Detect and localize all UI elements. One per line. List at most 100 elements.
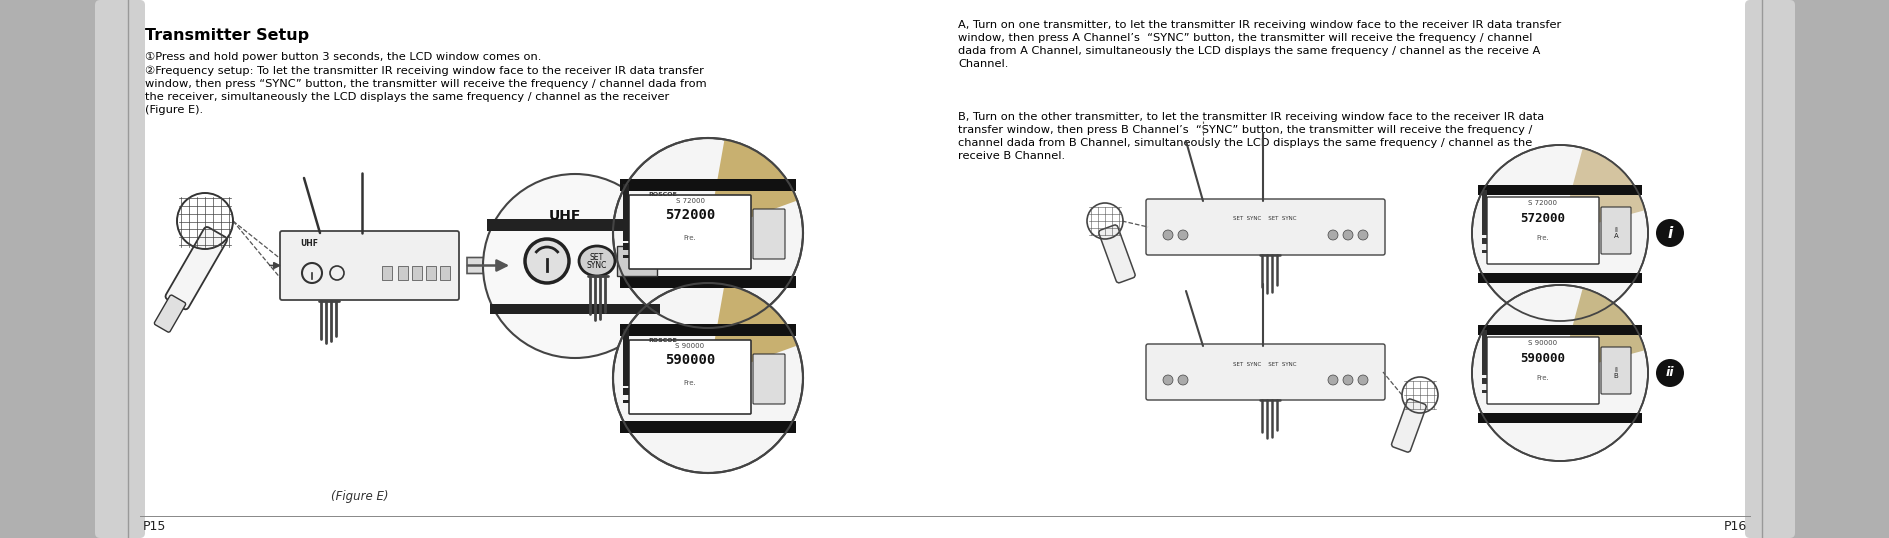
Circle shape <box>525 239 569 283</box>
Bar <box>623 183 629 208</box>
Text: P15: P15 <box>144 520 166 534</box>
FancyBboxPatch shape <box>629 195 750 269</box>
Circle shape <box>484 174 667 358</box>
Bar <box>382 266 391 280</box>
FancyBboxPatch shape <box>280 231 459 300</box>
Text: S 90000: S 90000 <box>674 343 705 349</box>
FancyArrowPatch shape <box>270 263 280 268</box>
Bar <box>1481 238 1487 244</box>
Circle shape <box>1655 219 1683 247</box>
Bar <box>623 231 629 242</box>
Bar <box>1477 185 1642 195</box>
Text: ①Press and hold power button 3 seconds, the LCD window comes on.: ①Press and hold power button 3 seconds, … <box>145 52 540 62</box>
Bar <box>623 195 629 216</box>
FancyBboxPatch shape <box>752 354 784 404</box>
Text: A, Turn on one transmitter, to let the transmitter IR receiving window face to t: A, Turn on one transmitter, to let the t… <box>958 20 1560 69</box>
Bar <box>425 266 436 280</box>
Text: ROSCOE: ROSCOE <box>648 337 676 343</box>
Text: ROSCOE: ROSCOE <box>648 193 676 197</box>
Circle shape <box>1328 230 1337 240</box>
Bar <box>1481 190 1487 208</box>
FancyBboxPatch shape <box>166 227 227 309</box>
Bar <box>1477 273 1642 283</box>
Text: 572000: 572000 <box>665 208 714 222</box>
Text: P16: P16 <box>1723 520 1745 534</box>
Bar <box>1481 330 1487 348</box>
Circle shape <box>1358 230 1368 240</box>
FancyBboxPatch shape <box>94 0 145 538</box>
Bar <box>1481 226 1487 235</box>
Circle shape <box>1343 230 1353 240</box>
Wedge shape <box>708 139 797 233</box>
Circle shape <box>1472 285 1647 461</box>
Text: B, Turn on the other transmitter, to let the transmitter IR receiving window fac: B, Turn on the other transmitter, to let… <box>958 112 1543 161</box>
FancyBboxPatch shape <box>1145 199 1385 255</box>
Bar <box>1477 413 1642 423</box>
Bar <box>1481 390 1487 393</box>
Circle shape <box>1472 145 1647 321</box>
Text: SET: SET <box>589 253 604 263</box>
Bar <box>440 266 450 280</box>
Text: ii
B: ii B <box>1613 366 1617 379</box>
Text: S 90000: S 90000 <box>1528 340 1557 346</box>
Text: Fre.: Fre. <box>684 235 695 241</box>
Text: UHF: UHF <box>548 209 582 223</box>
Wedge shape <box>1558 148 1643 233</box>
Circle shape <box>1177 375 1188 385</box>
Text: ii
A: ii A <box>1613 226 1617 239</box>
Bar <box>1477 325 1642 335</box>
FancyBboxPatch shape <box>1145 344 1385 400</box>
FancyBboxPatch shape <box>1098 225 1135 283</box>
FancyBboxPatch shape <box>155 295 185 332</box>
Bar <box>623 400 629 403</box>
FancyBboxPatch shape <box>1744 0 1795 538</box>
Circle shape <box>1328 375 1337 385</box>
Text: Fre.: Fre. <box>1536 235 1549 241</box>
Circle shape <box>612 283 803 473</box>
Bar <box>623 388 629 395</box>
Bar <box>620 324 795 336</box>
FancyBboxPatch shape <box>1390 399 1426 452</box>
Bar <box>620 421 795 433</box>
FancyBboxPatch shape <box>1487 197 1598 264</box>
Bar <box>623 329 629 353</box>
Bar <box>487 219 663 231</box>
Bar <box>623 243 629 250</box>
Circle shape <box>1358 375 1368 385</box>
Text: 572000: 572000 <box>1519 211 1564 224</box>
Text: (Figure E): (Figure E) <box>331 490 389 503</box>
FancyBboxPatch shape <box>0 0 130 538</box>
Circle shape <box>1343 375 1353 385</box>
FancyBboxPatch shape <box>1600 347 1630 394</box>
Text: i: i <box>1666 225 1672 240</box>
Circle shape <box>1162 230 1173 240</box>
Bar <box>1481 354 1487 366</box>
Bar <box>623 207 629 225</box>
Bar <box>1481 378 1487 384</box>
Text: SYNC: SYNC <box>586 260 606 270</box>
FancyBboxPatch shape <box>1487 337 1598 404</box>
Bar <box>1481 366 1487 375</box>
Bar <box>623 364 629 378</box>
FancyBboxPatch shape <box>1759 0 1889 538</box>
Bar <box>1481 250 1487 253</box>
Wedge shape <box>708 285 797 378</box>
Bar <box>623 352 629 370</box>
Text: SET  SYNC    SET  SYNC: SET SYNC SET SYNC <box>1234 216 1296 222</box>
FancyBboxPatch shape <box>629 340 750 414</box>
Bar <box>620 276 795 288</box>
Bar <box>399 266 408 280</box>
FancyBboxPatch shape <box>752 209 784 259</box>
Bar <box>616 246 657 276</box>
Bar <box>489 304 659 314</box>
Circle shape <box>612 138 803 328</box>
Text: S 72000: S 72000 <box>1528 200 1557 206</box>
Circle shape <box>1162 375 1173 385</box>
Bar <box>623 341 629 362</box>
Text: 590000: 590000 <box>1519 351 1564 365</box>
Text: 590000: 590000 <box>665 353 714 367</box>
Text: UHF: UHF <box>300 238 317 247</box>
FancyBboxPatch shape <box>1600 207 1630 254</box>
Ellipse shape <box>578 246 614 276</box>
Text: Transmitter Setup: Transmitter Setup <box>145 28 310 43</box>
